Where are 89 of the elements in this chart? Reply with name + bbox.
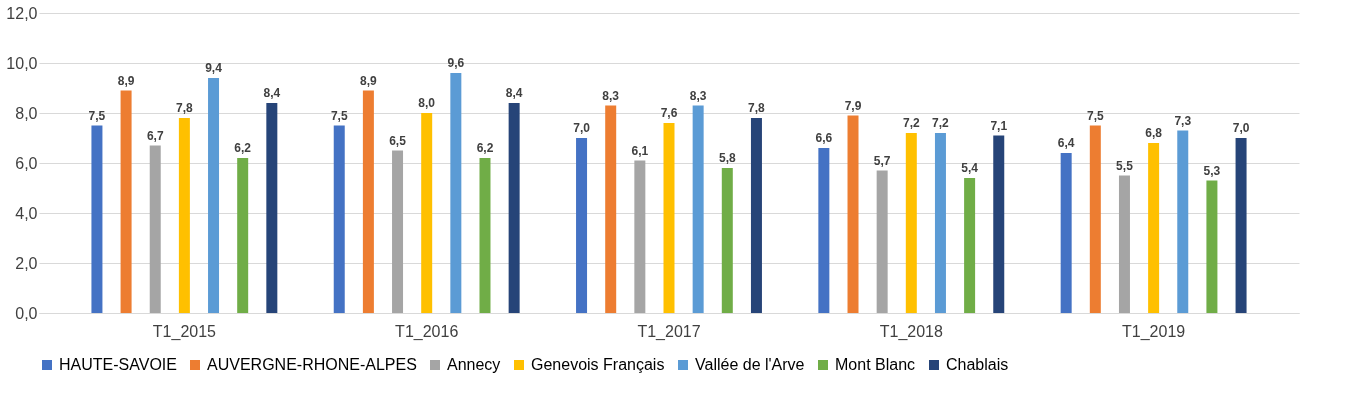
legend-label: Annecy <box>447 356 501 373</box>
bar <box>905 133 917 313</box>
y-tick-label: 8,0 <box>15 104 38 122</box>
bar <box>237 158 249 313</box>
legend-label: HAUTE-SAVOIE <box>59 356 177 373</box>
x-tick-label: T1_2015 <box>152 322 217 341</box>
bar <box>120 90 132 313</box>
bar <box>1206 180 1218 313</box>
bar <box>1118 175 1130 313</box>
data-label: 5,8 <box>718 151 736 165</box>
bar <box>876 170 888 313</box>
data-label: 5,5 <box>1116 158 1134 173</box>
bar <box>576 138 588 313</box>
bar <box>266 103 278 313</box>
y-tick-label: 4,0 <box>15 204 38 222</box>
data-label: 8,4 <box>263 86 281 100</box>
bar <box>605 105 617 313</box>
data-label: 7,6 <box>660 106 678 120</box>
data-label: 6,2 <box>476 141 494 155</box>
data-label: 7,5 <box>1086 108 1104 123</box>
data-label: 5,7 <box>873 153 891 168</box>
bar <box>721 168 733 313</box>
y-tick-label: 2,0 <box>15 254 38 272</box>
bar <box>208 78 220 313</box>
bar <box>847 115 859 313</box>
data-label: 6,7 <box>146 128 164 143</box>
data-label: 8,3 <box>602 88 620 103</box>
x-tick-label: T1_2016 <box>395 322 459 341</box>
data-label: 7,5 <box>88 108 106 123</box>
data-label: 6,4 <box>1057 136 1075 150</box>
legend-label: Mont Blanc <box>835 356 916 373</box>
data-label: 5,3 <box>1203 163 1221 178</box>
data-label: 7,0 <box>573 121 591 135</box>
bar <box>1148 143 1160 313</box>
bar <box>362 90 374 313</box>
bar <box>421 113 433 313</box>
bar <box>91 125 103 313</box>
data-label: 6,8 <box>1145 126 1163 140</box>
data-label: 7,0 <box>1232 121 1250 135</box>
data-label: 7,1 <box>990 118 1008 133</box>
data-label: 5,4 <box>961 161 979 175</box>
data-label: 6,5 <box>389 133 407 148</box>
data-label: 6,2 <box>234 141 252 155</box>
bar <box>1060 153 1072 313</box>
data-label: 7,8 <box>176 101 194 115</box>
bar <box>479 158 491 313</box>
bar <box>508 103 520 313</box>
bar <box>178 118 190 313</box>
y-tick-label: 12,0 <box>6 4 38 22</box>
data-label: 8,9 <box>117 73 135 88</box>
legend-label: Genevois Français <box>531 356 665 373</box>
bar <box>818 148 830 313</box>
data-label: 7,9 <box>844 98 862 113</box>
data-label: 8,3 <box>689 88 707 103</box>
bar <box>392 150 404 313</box>
data-label: 6,6 <box>815 131 833 145</box>
bar <box>663 123 675 313</box>
data-label: 7,3 <box>1174 113 1192 128</box>
data-label: 9,6 <box>447 56 465 70</box>
bar <box>149 145 161 313</box>
data-label: 7,8 <box>748 101 766 115</box>
bar <box>450 73 462 313</box>
bar <box>934 133 946 313</box>
y-tick-label: 6,0 <box>15 154 38 172</box>
data-label: 7,2 <box>902 116 920 130</box>
data-label: 7,2 <box>932 116 950 130</box>
bar <box>750 118 762 313</box>
x-tick-label: T1_2018 <box>879 322 943 341</box>
bar <box>692 105 704 313</box>
legend-label: Chablais <box>946 356 1009 373</box>
y-tick-label: 10,0 <box>6 54 38 72</box>
data-label: 7,5 <box>330 108 348 123</box>
bar <box>634 160 646 313</box>
x-tick-label: T1_2017 <box>637 322 701 341</box>
bar <box>964 178 976 313</box>
data-label: 8,9 <box>360 73 378 88</box>
bar <box>333 125 345 313</box>
bar <box>1089 125 1101 313</box>
bar <box>1235 138 1247 313</box>
x-tick-label: T1_2019 <box>1122 322 1186 341</box>
data-label: 9,4 <box>205 61 223 75</box>
y-tick-label: 0,0 <box>15 304 38 322</box>
bar <box>1177 130 1189 313</box>
data-label: 6,1 <box>631 143 649 158</box>
data-label: 8,0 <box>418 96 436 110</box>
legend-label: Vallée de l'Arve <box>695 356 805 373</box>
bar <box>993 135 1005 313</box>
data-label: 8,4 <box>505 86 523 100</box>
legend-label: AUVERGNE-RHONE-ALPES <box>207 356 417 373</box>
